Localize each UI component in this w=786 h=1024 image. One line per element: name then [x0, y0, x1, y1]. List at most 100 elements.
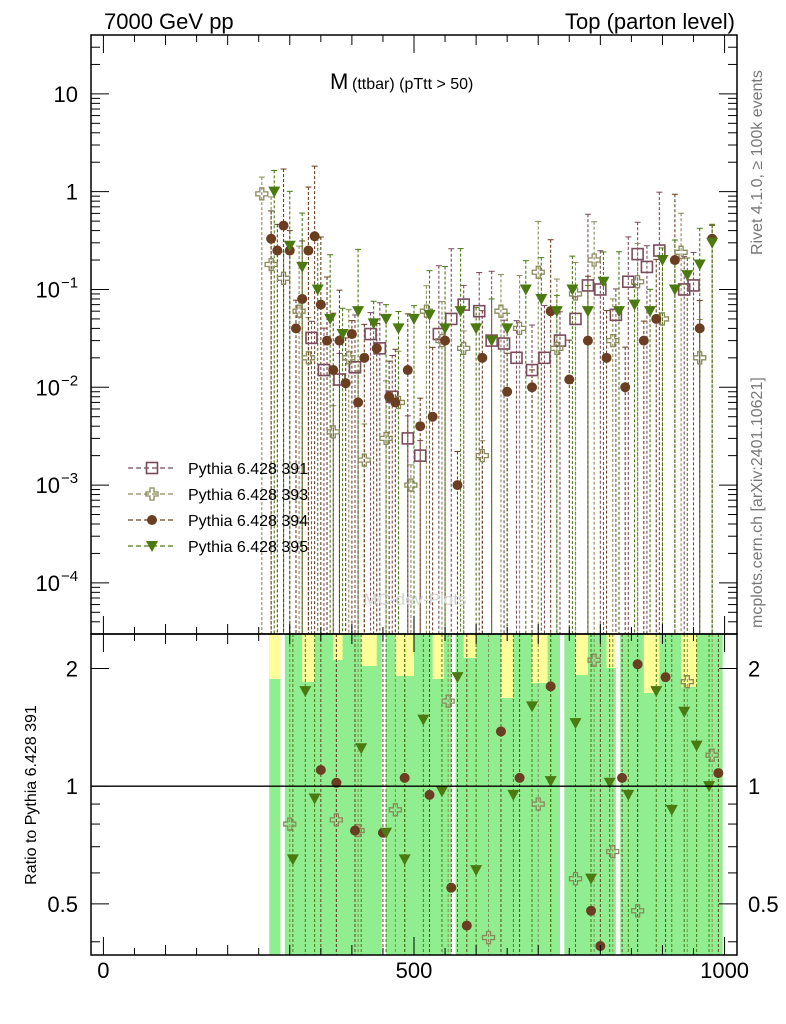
ratio-y-tick-label-right: 0.5 — [748, 892, 779, 917]
s394-data-point — [620, 382, 631, 393]
ratio-yellow-band — [575, 634, 588, 675]
ratio-yellow-band — [361, 634, 377, 666]
ratio-yellow-band — [500, 634, 514, 698]
s393-data-point — [568, 287, 583, 301]
s395-data-point — [408, 313, 420, 325]
markers-layer — [255, 186, 724, 952]
s395-ratio-point — [286, 854, 299, 866]
ratio-y-axis-label: Ratio to Pythia 6.428 391 — [23, 705, 40, 885]
s394-ratio-point — [349, 825, 360, 836]
s391-data-point — [640, 260, 654, 274]
x-tick-label: 500 — [396, 958, 433, 983]
legend-marker-s395 — [146, 541, 158, 552]
s394-ratio-point — [399, 772, 410, 783]
ratio-y-tick-label-right: 1 — [748, 774, 760, 799]
s394-ratio-point — [514, 772, 525, 783]
s394-ratio-point — [424, 789, 435, 800]
s395-ratio-point — [417, 714, 430, 726]
s394-data-point — [527, 382, 538, 393]
s395-data-point — [352, 306, 365, 318]
s395-ratio-point — [299, 686, 312, 698]
s391-data-point — [510, 351, 523, 365]
legend-label-s391: Pythia 6.428 391 — [188, 461, 308, 478]
s395-data-point — [566, 284, 579, 296]
s393-data-point — [357, 453, 371, 467]
s395-data-point — [311, 284, 324, 296]
s395-data-point — [283, 240, 296, 252]
s391-data-point — [538, 351, 551, 365]
s395-data-point — [581, 306, 594, 318]
s391-data-point — [677, 283, 691, 296]
s391-data-point — [497, 337, 511, 350]
s391-data-point — [594, 283, 607, 296]
s391-data-point — [444, 312, 458, 326]
ratio-band-gap — [280, 634, 285, 955]
legend-marker-s391 — [145, 461, 159, 475]
s391-data-point — [621, 275, 635, 289]
s395-ratio-point — [355, 743, 368, 755]
s395-data-point — [656, 255, 669, 267]
s394-data-point — [322, 335, 333, 346]
s395-ratio-point — [650, 686, 663, 698]
s393-ratio-point — [630, 904, 645, 918]
s395-ratio-point — [585, 873, 598, 885]
y-tick-label-exponent: −4 — [61, 568, 78, 585]
s395-ratio-point — [526, 701, 539, 713]
s393-data-point — [404, 478, 418, 492]
s395-data-point — [535, 293, 548, 305]
legend-label-s394: Pythia 6.428 394 — [188, 513, 308, 530]
s393-data-point — [606, 333, 620, 348]
s394-ratio-point — [545, 681, 556, 692]
legend: Pythia 6.428 391 Pythia 6.428 393 Pythia 6… — [128, 461, 308, 556]
plot-title-sub: (ttbar) (pTtt > 50) — [352, 76, 473, 93]
s395-data-point — [519, 284, 532, 296]
ratio-yellow-band — [643, 634, 660, 693]
s395-ratio-point — [569, 718, 582, 730]
s395-data-point — [628, 299, 641, 311]
s394-data-point — [290, 323, 301, 334]
s395-ratio-point — [507, 789, 520, 801]
plot-title-main: M — [330, 69, 348, 94]
s393-data-point — [342, 351, 356, 365]
s395-ratio-point — [435, 786, 448, 798]
s395-data-point — [454, 306, 467, 318]
ratio-yellow-band — [681, 634, 697, 687]
s395-ratio-point — [665, 804, 678, 816]
s394-data-point — [694, 323, 705, 334]
legend-marker-s394 — [147, 515, 157, 525]
s395-data-point — [367, 318, 380, 330]
s395-data-point — [470, 323, 483, 335]
s395-data-point — [550, 306, 563, 318]
top-error-bars-layer — [258, 165, 716, 634]
ratio-y-tick-label: 0.5 — [47, 892, 78, 917]
header-left: 7000 GeV pp — [104, 9, 234, 34]
s395-data-point — [336, 329, 349, 341]
s394-ratio-point — [331, 777, 342, 788]
s394-data-point — [415, 421, 426, 432]
y-tick-label-exponent: −3 — [61, 470, 78, 487]
s393-ratio-point — [441, 694, 455, 708]
s393-data-point — [326, 425, 340, 439]
s391-data-point — [401, 432, 415, 445]
s395-data-point — [501, 323, 514, 335]
ratio-yellow-band — [269, 634, 284, 679]
s395-ratio-point — [622, 789, 635, 801]
s395-ratio-point — [603, 777, 616, 789]
s394-data-point — [502, 386, 513, 397]
s393-ratio-point — [568, 872, 583, 886]
s394-data-point — [638, 335, 649, 346]
s393-data-point — [457, 341, 471, 356]
y-tick-label: 10 — [36, 277, 60, 302]
s393-data-point — [630, 275, 645, 289]
ratio-y-tick-label: 1 — [66, 774, 78, 799]
ratio-band-gap — [381, 634, 387, 955]
side-label-top: Rivet 4.1.0, ≥ 100k events — [749, 70, 766, 255]
s391-data-point — [687, 279, 700, 292]
s393-data-point — [693, 351, 707, 365]
s394-data-point — [402, 365, 413, 376]
s395-ratio-point — [678, 706, 691, 718]
s393-ratio-point — [481, 930, 496, 945]
s395-data-point — [423, 309, 436, 321]
s395-ratio-point — [398, 854, 411, 866]
